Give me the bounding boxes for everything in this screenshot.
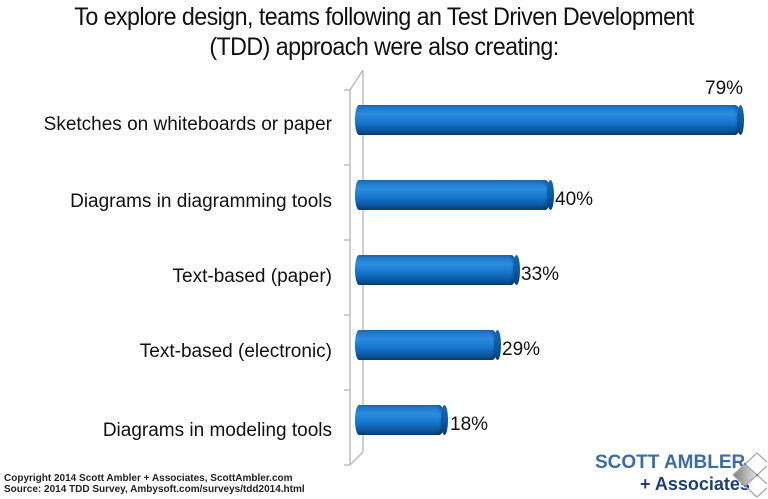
bar-sketches: [355, 105, 744, 135]
value-label: 40%: [555, 189, 594, 210]
logo-associates: + Associates: [640, 474, 750, 494]
logo-name: SCOTT AMBLER: [595, 452, 746, 473]
company-logo: SCOTT AMBLER + Associates: [595, 452, 767, 498]
chart-title: To explore design, teams following an Te…: [27, 2, 741, 62]
value-label: 33%: [521, 264, 560, 285]
category-label: Sketches on whiteboards or paper: [43, 114, 332, 135]
category-label: Diagrams in modeling tools: [102, 420, 332, 441]
bar-text-electronic: [355, 330, 501, 360]
axis-ticks: [344, 89, 350, 466]
bar-modeling-tools: [355, 405, 448, 435]
chart-title-line-1: To explore design, teams following an Te…: [74, 3, 694, 31]
copyright-text: Copyright 2014 Scott Ambler + Associates…: [4, 473, 293, 484]
bar-diagramming-tools: [355, 180, 554, 210]
value-label: 29%: [502, 339, 541, 360]
category-label: Text-based (electronic): [139, 341, 332, 362]
category-label: Diagrams in diagramming tools: [70, 191, 332, 212]
bar-text-paper: [355, 255, 520, 285]
footer-credits: Copyright 2014 Scott Ambler + Associates…: [4, 473, 305, 495]
category-label: Text-based (paper): [172, 266, 332, 287]
diamond-lattice-icon: [732, 452, 767, 498]
value-label: 18%: [450, 414, 489, 435]
chart-title-line-2: (TDD) approach were also creating:: [209, 33, 559, 61]
source-text: Source: 2014 TDD Survey, Ambysoft.com/su…: [4, 484, 305, 495]
value-label: 79%: [705, 78, 744, 99]
